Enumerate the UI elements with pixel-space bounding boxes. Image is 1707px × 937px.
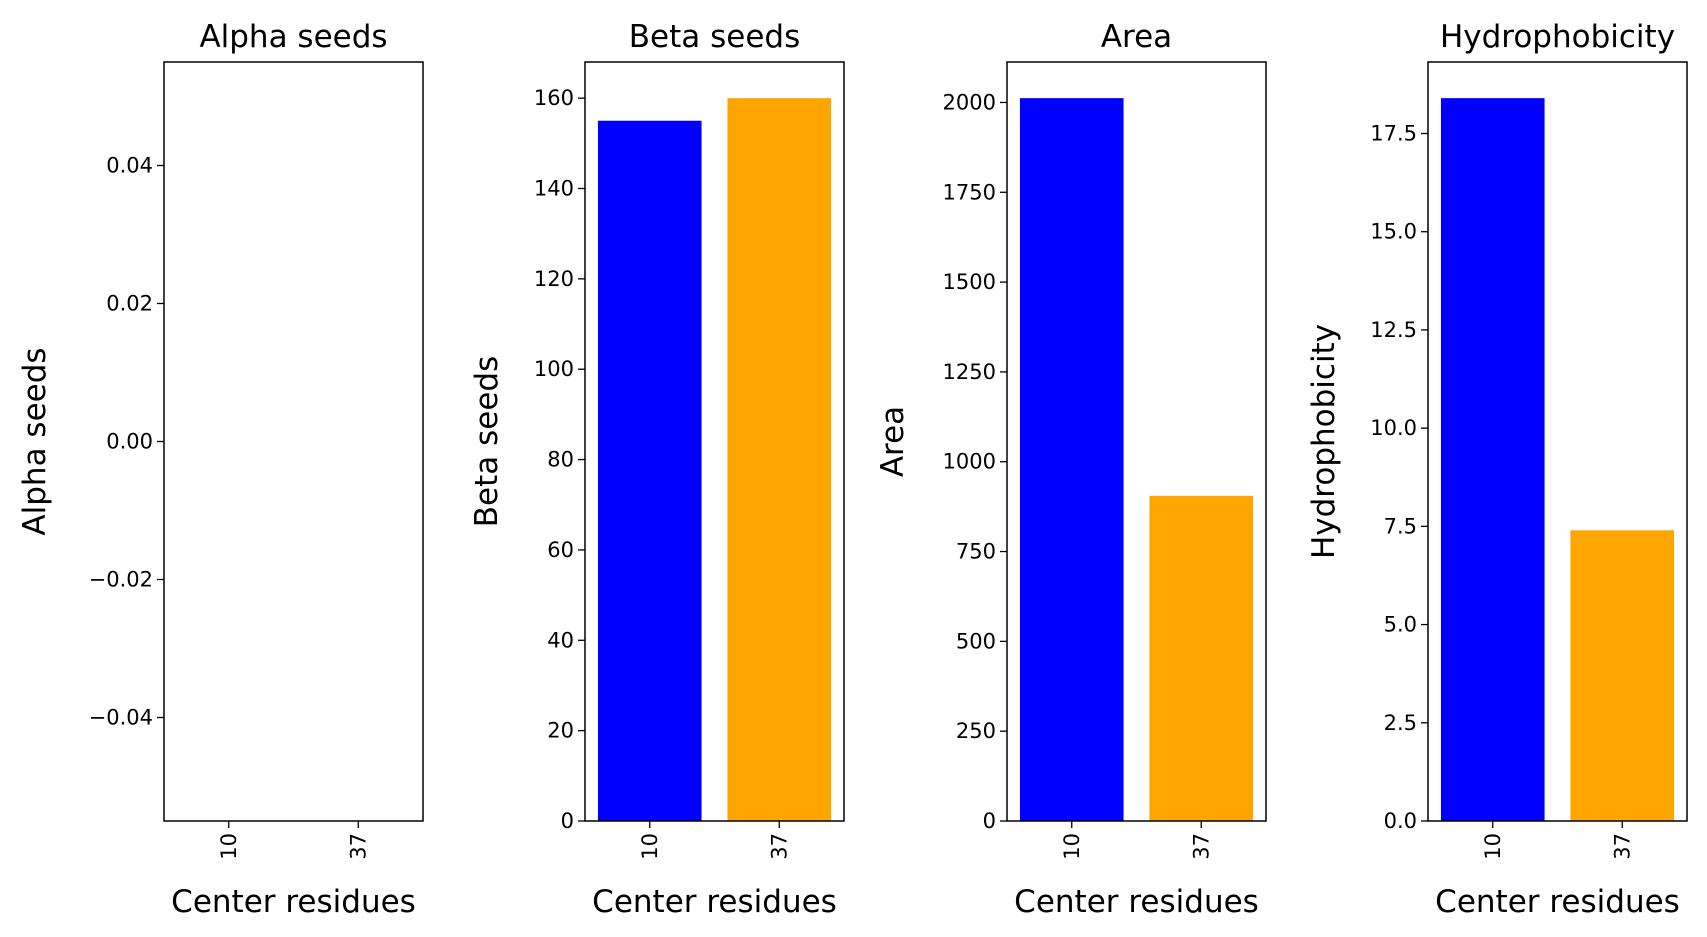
y-tick-label: 250 [956,719,996,743]
y-tick-label: 0 [561,809,574,833]
y-tick-label: 2000 [943,90,996,114]
chart-title: Beta seeds [629,19,800,55]
y-tick-label: 20 [547,719,574,743]
y-tick-label: 5.0 [1384,613,1417,637]
y-tick-label: 1250 [943,360,996,384]
y-tick-label: 140 [534,177,574,201]
y-tick-label: 1000 [943,450,996,474]
x-tick-label: 10 [638,833,662,860]
x-axis-label: Center residues [171,884,416,920]
x-tick-label: 10 [1481,833,1505,860]
y-tick-label: 0.02 [106,292,153,316]
y-tick-label: 500 [956,629,996,653]
y-tick-label: 40 [547,628,574,652]
bar-10 [597,120,702,822]
chart-panel-4: 10 37 0.0 2.5 5.0 7.5 10.0 12.5 15.0 17.5 Hydropho… [1306,19,1688,920]
x-tick-label: 37 [1610,833,1634,860]
bar-10 [1019,98,1124,821]
chart-panel-3: 10 37 0 250 500 750 1000 1250 1500 1750 2000 Area Ce… [875,19,1267,920]
chart-panel-1: 10 37 −0.04 −0.02 0.00 0.02 0.04 Alpha seeds Cen… [17,19,424,920]
chart-title: Alpha seeds [199,19,387,55]
y-tick-label: 1750 [943,180,996,204]
y-tick-label: 0 [983,809,996,833]
y-tick-label: 60 [547,538,574,562]
x-tick-label: 37 [767,833,791,860]
bar-37 [1570,530,1675,821]
y-tick-label: 0.00 [106,430,153,454]
x-axis-label: Center residues [592,884,837,920]
y-tick-label: 160 [534,86,574,110]
y-axis-label: Area [875,406,911,477]
y-tick-label: 750 [956,540,996,564]
y-axis-label: Hydrophobicity [1306,324,1342,559]
x-tick-label: 10 [1060,833,1084,860]
x-tick-label: 37 [1189,833,1213,860]
y-tick-label: 12.5 [1370,318,1417,342]
y-tick-label: 100 [534,357,574,381]
y-tick-label: 10.0 [1370,416,1417,440]
y-tick-label: 0.0 [1384,809,1417,833]
y-tick-label: 0.04 [106,154,153,178]
axes-frame [1006,61,1267,822]
y-tick-label: 17.5 [1370,122,1417,146]
chart-panel-2: 10 37 0 20 40 60 80 100 120 140 160 Beta seeds Cente… [469,19,845,920]
chart-title: Area [1101,19,1172,55]
y-tick-label: 1500 [943,270,996,294]
y-tick-label: −0.04 [89,706,153,730]
y-tick-label: 80 [547,448,574,472]
bar-10 [1440,98,1545,821]
bar-37 [727,98,832,821]
axes-frame [1427,61,1688,822]
x-axis-label: Center residues [1014,884,1259,920]
y-tick-label: 120 [534,267,574,291]
y-axis-label: Alpha seeds [17,347,53,535]
y-tick-label: 7.5 [1384,514,1417,538]
axes-frame [163,61,424,822]
bar-37 [1149,495,1254,821]
x-tick-label: 10 [217,833,241,860]
y-tick-label: 2.5 [1384,711,1417,735]
y-tick-label: 15.0 [1370,220,1417,244]
axes-frame [584,61,845,822]
y-tick-label: −0.02 [89,568,153,592]
y-axis-label: Beta seeds [469,356,505,527]
chart-title: Hydrophobicity [1440,19,1675,55]
x-tick-label: 37 [346,833,370,860]
x-axis-label: Center residues [1435,884,1680,920]
